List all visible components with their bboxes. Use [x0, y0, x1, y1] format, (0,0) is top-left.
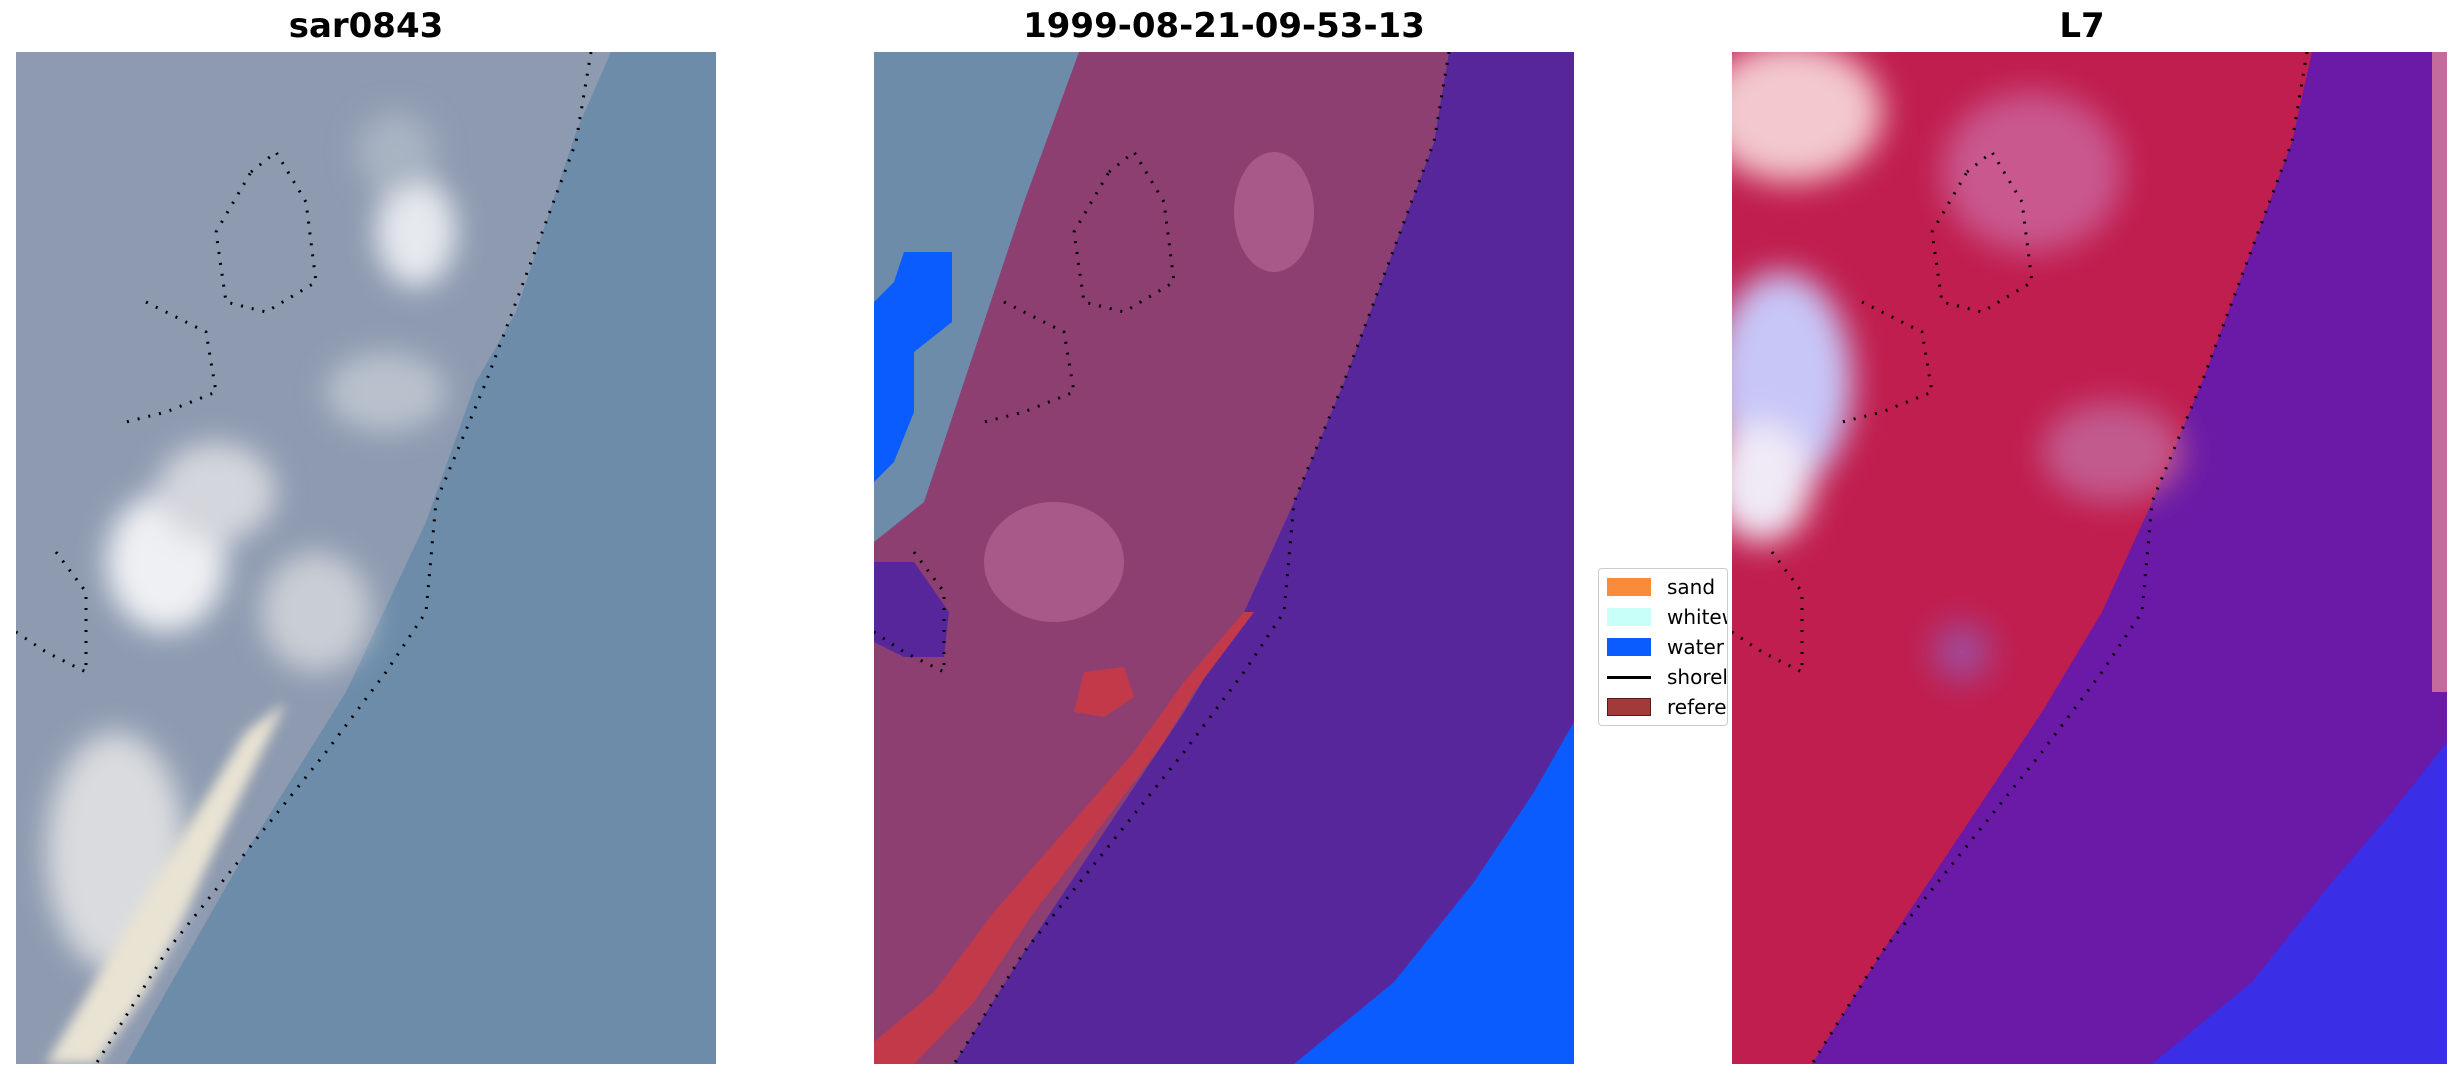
rgb-image-panel	[16, 52, 716, 1064]
shoreline-dots-left	[1732, 551, 1804, 675]
shoreline-dots-left	[16, 551, 88, 675]
shoreline-dots	[1810, 52, 2309, 1064]
panel-title-classification: 1999-08-21-09-53-13	[1023, 6, 1425, 46]
panel-title-index: L7	[2059, 6, 2105, 46]
panel-title-rgb: sar0843	[288, 6, 444, 46]
water-swatch-icon	[1607, 638, 1651, 656]
sand-swatch-icon	[1607, 578, 1651, 596]
deep-water-patch	[2152, 742, 2447, 1064]
beach-strip	[46, 702, 286, 1064]
shoreline-line-icon	[1607, 675, 1651, 679]
cloud-foam-patches	[46, 112, 456, 972]
shoreline-dots-loop	[214, 149, 318, 314]
shoreline-dots-inner	[1841, 300, 1934, 424]
shoreline-dots-left	[874, 551, 946, 675]
legend-item-reference: referer	[1607, 693, 1728, 721]
legend-item-sand: sand	[1607, 573, 1715, 601]
land-index-area	[1732, 52, 2312, 1064]
classification-panel	[874, 52, 1574, 1064]
highlight-patches	[984, 152, 1314, 622]
reference-shoreline-band	[874, 612, 1254, 1064]
shoreline-overlay-classification	[874, 52, 1451, 1064]
shoreline-dots-inner	[125, 300, 218, 424]
shoreline-dots	[94, 52, 593, 1064]
land-class-area	[874, 52, 1449, 1064]
index-image	[1732, 52, 2447, 1064]
legend-label: water	[1667, 635, 1724, 659]
index-texture	[1732, 52, 2182, 682]
shoreline-dots-loop	[1072, 149, 1176, 314]
shoreline-dots	[952, 52, 1451, 1064]
whitewater-swatch-icon	[1607, 608, 1651, 626]
edge-strip	[2432, 52, 2447, 692]
legend-item-shoreline: shorel	[1607, 663, 1728, 691]
water-class-patch-small	[874, 562, 949, 657]
shoreline-dots-inner	[983, 300, 1076, 424]
rgb-image	[16, 52, 716, 1064]
reference-patch	[1074, 667, 1134, 717]
legend-label: shorel	[1667, 665, 1728, 689]
water-class-area	[954, 52, 1574, 1064]
classification-image	[874, 52, 1574, 1064]
shoreline-dots-loop	[1930, 149, 2034, 314]
water-class-patch-bottom-right	[1294, 722, 1574, 1064]
reference-swatch-icon	[1607, 698, 1651, 716]
water-class-patch-left	[874, 252, 952, 482]
index-panel	[1732, 52, 2447, 1064]
legend-item-water: water	[1607, 633, 1724, 661]
legend-label: sand	[1667, 575, 1716, 599]
shoreline-overlay-rgb	[16, 52, 593, 1064]
shoreline-overlay-index	[1732, 52, 2309, 1064]
legend-label: referer	[1667, 695, 1728, 719]
